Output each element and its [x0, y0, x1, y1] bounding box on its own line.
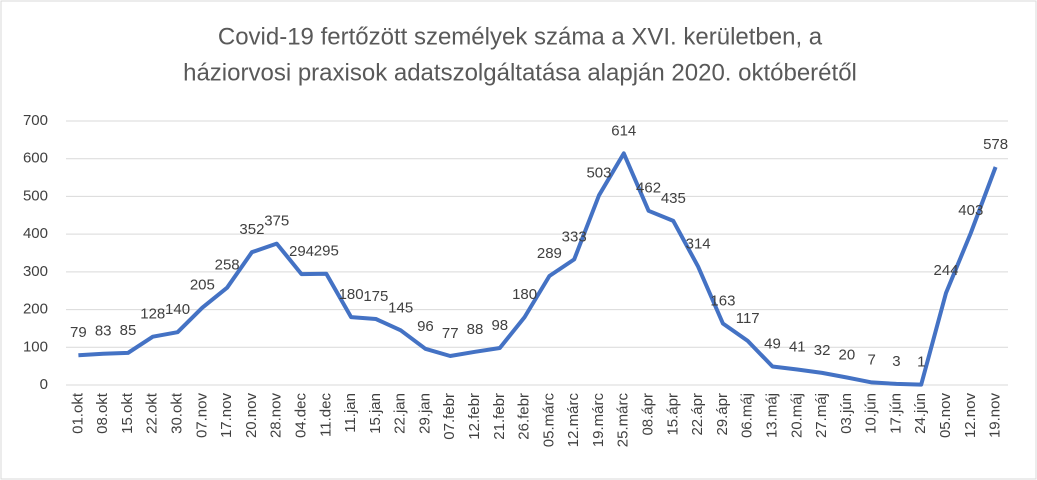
- x-tick-label: 15.ápr: [664, 393, 681, 436]
- data-label: 49: [764, 335, 781, 352]
- x-tick-label: 19.márc: [590, 393, 607, 448]
- data-label: 1: [917, 354, 925, 371]
- data-label: 614: [611, 122, 636, 139]
- data-label: 96: [417, 318, 434, 335]
- chart-title: Covid-19 fertőzött személyek száma a XVI…: [218, 23, 823, 50]
- x-tick-label: 08.ápr: [640, 393, 657, 436]
- data-label: 41: [789, 339, 806, 356]
- data-label: 79: [70, 324, 87, 341]
- data-label: 352: [239, 221, 264, 238]
- y-tick-label: 600: [23, 150, 48, 167]
- data-label: 205: [190, 277, 215, 294]
- data-label: 77: [442, 325, 459, 342]
- x-tick-label: 27.máj: [813, 393, 830, 438]
- x-tick-label: 12.febr: [466, 393, 483, 440]
- data-label: 145: [388, 299, 413, 316]
- x-tick-label: 21.febr: [491, 393, 508, 440]
- x-tick-label: 28.nov: [268, 393, 285, 439]
- x-tick-label: 20.nov: [243, 393, 260, 439]
- data-label: 503: [586, 164, 611, 181]
- x-tick-label: 12.nov: [962, 393, 979, 439]
- data-label: 175: [363, 288, 388, 305]
- x-tick-label: 17.nov: [218, 393, 235, 439]
- x-tick-label: 05.márc: [540, 393, 557, 448]
- x-tick-label: 05.nov: [937, 393, 954, 439]
- x-tick-label: 29.jan: [416, 393, 433, 434]
- data-label: 435: [661, 190, 686, 207]
- x-tick-label: 07.febr: [441, 393, 458, 440]
- data-label: 163: [710, 292, 735, 309]
- x-tick-label: 22.jan: [392, 393, 409, 434]
- data-label: 88: [467, 321, 484, 338]
- data-label: 578: [983, 136, 1008, 153]
- x-tick-label: 30.okt: [169, 392, 186, 434]
- data-label: 333: [562, 228, 587, 245]
- data-label: 244: [934, 262, 959, 279]
- data-label: 7: [867, 351, 875, 368]
- data-label: 180: [512, 286, 537, 303]
- data-label: 180: [339, 286, 364, 303]
- x-tick-label: 20.máj: [788, 393, 805, 438]
- data-label: 462: [636, 180, 661, 197]
- x-tick-label: 26.febr: [516, 393, 533, 440]
- x-tick-label: 15.jan: [367, 393, 384, 434]
- data-label: 295: [314, 243, 339, 260]
- x-tick-label: 03.jún: [838, 393, 855, 434]
- x-tick-label: 24.jún: [912, 393, 929, 434]
- x-tick-label: 29.ápr: [714, 393, 731, 436]
- x-tick-label: 04.dec: [292, 393, 309, 439]
- x-tick-label: 01.okt: [69, 392, 86, 434]
- y-tick-label: 300: [23, 263, 48, 280]
- data-label: 403: [958, 202, 983, 219]
- y-tick-label: 700: [23, 112, 48, 129]
- y-tick-label: 500: [23, 187, 48, 204]
- data-label: 294: [289, 243, 314, 260]
- data-label: 85: [120, 322, 137, 339]
- y-tick-label: 100: [23, 338, 48, 355]
- y-tick-label: 400: [23, 225, 48, 242]
- data-label: 375: [264, 213, 289, 230]
- line-series: [78, 151, 998, 387]
- x-tick-label: 12.márc: [565, 393, 582, 448]
- x-tick-label: 10.jún: [863, 393, 880, 434]
- x-tick-label: 08.okt: [94, 392, 111, 434]
- data-label: 128: [140, 306, 165, 323]
- data-label: 20: [839, 346, 856, 363]
- data-label: 98: [491, 317, 508, 334]
- x-tick-label: 06.máj: [739, 393, 756, 438]
- x-tick-label: 22.ápr: [689, 393, 706, 436]
- data-label: 289: [537, 245, 562, 262]
- data-label: 3: [892, 353, 900, 370]
- x-tick-label: 11.jan: [342, 393, 359, 433]
- x-tick-label: 17.jún: [887, 393, 904, 434]
- x-tick-label: 25.márc: [615, 393, 632, 448]
- data-label: 314: [686, 236, 711, 253]
- data-label: 32: [814, 342, 831, 359]
- x-tick-label: 11.dec: [317, 393, 334, 437]
- data-label: 258: [215, 257, 240, 274]
- chart-title: háziorvosi praxisok adatszolgáltatása al…: [183, 59, 857, 86]
- data-label: 83: [95, 323, 112, 340]
- y-tick-label: 200: [23, 301, 48, 318]
- x-tick-label: 15.okt: [119, 392, 136, 434]
- x-tick-label: 07.nov: [193, 393, 210, 439]
- x-tick-label: 22.okt: [144, 392, 161, 434]
- data-label: 140: [165, 301, 190, 318]
- y-tick-label: 0: [40, 376, 48, 393]
- data-label: 117: [736, 310, 760, 327]
- x-tick-label: 19.nov: [987, 393, 1004, 439]
- x-tick-label: 13.máj: [763, 393, 780, 438]
